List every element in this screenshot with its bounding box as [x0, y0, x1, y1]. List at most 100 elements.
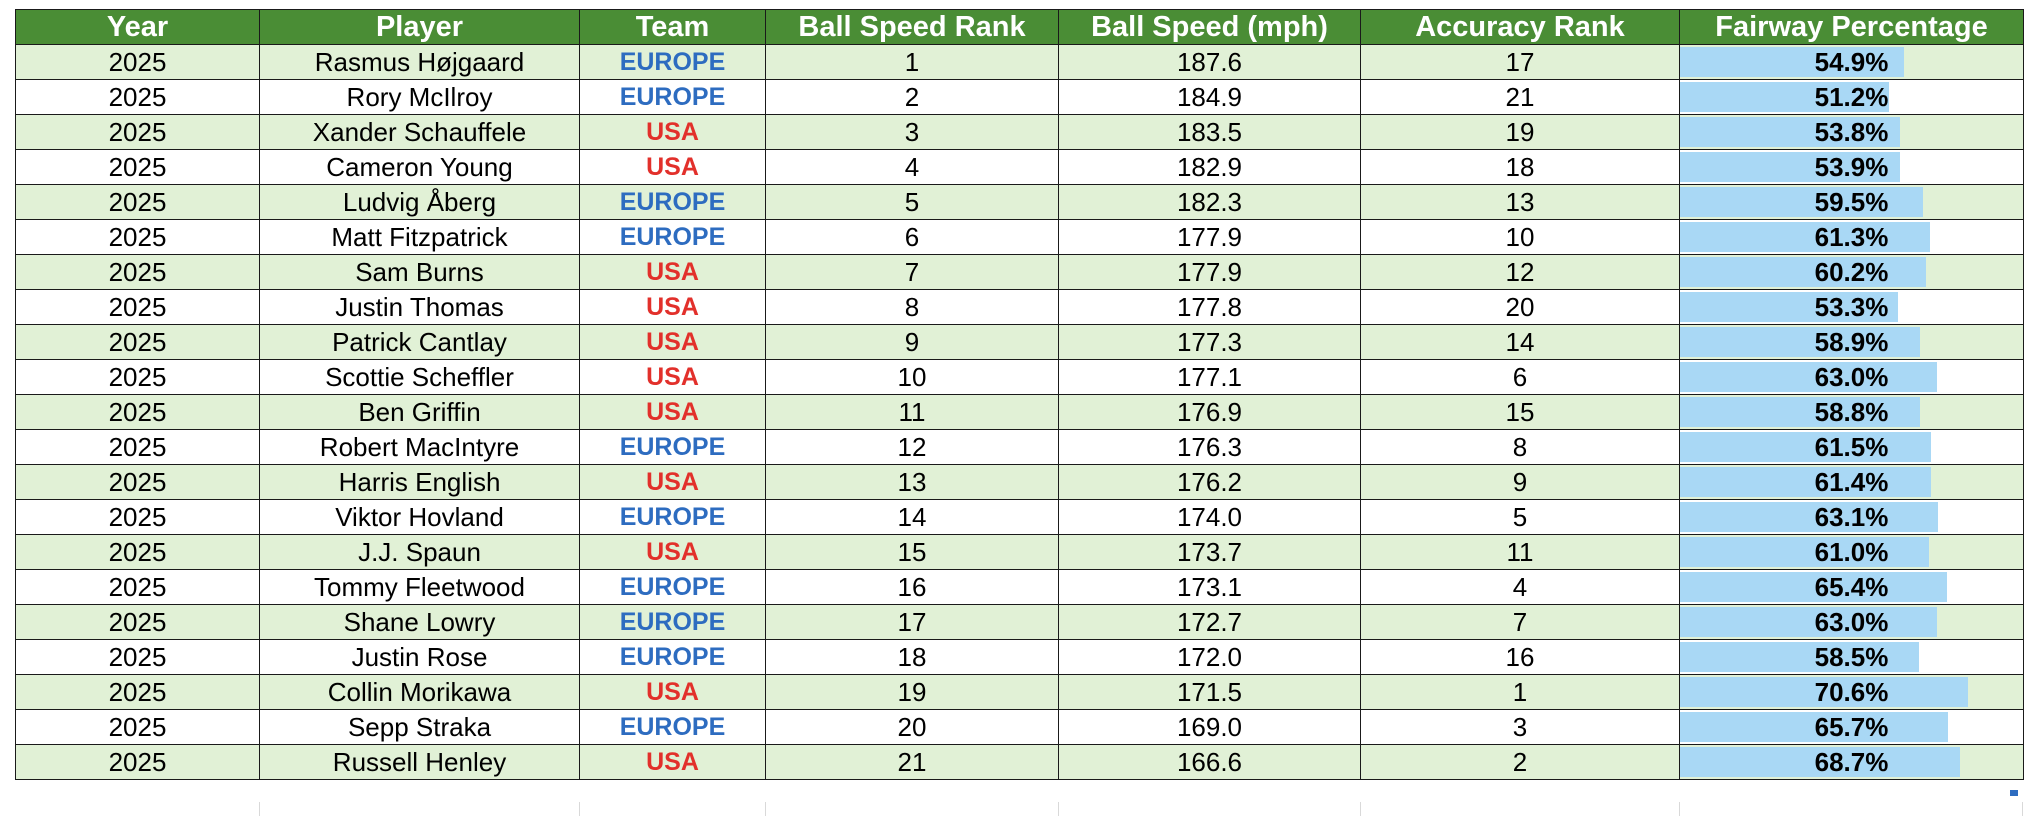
cell-fairway-percentage[interactable]: 63.1%	[1679, 499, 2024, 535]
cell-ball-speed[interactable]: 176.3	[1058, 429, 1361, 465]
cell-fairway-percentage[interactable]: 70.6%	[1679, 674, 2024, 710]
cell-ball-speed[interactable]: 174.0	[1058, 499, 1361, 535]
cell-fairway-percentage[interactable]: 65.4%	[1679, 569, 2024, 605]
cell-ball-speed[interactable]: 177.9	[1058, 254, 1361, 290]
cell-player[interactable]: Sepp Straka	[259, 709, 580, 745]
cell-accuracy-rank[interactable]: 19	[1360, 114, 1680, 150]
cell-player[interactable]: Russell Henley	[259, 744, 580, 780]
cell-year[interactable]: 2025	[15, 79, 260, 115]
cell-year[interactable]: 2025	[15, 359, 260, 395]
cell-accuracy-rank[interactable]: 7	[1360, 604, 1680, 640]
cell-player[interactable]: Ben Griffin	[259, 394, 580, 430]
cell-ball-speed[interactable]: 177.1	[1058, 359, 1361, 395]
header-player[interactable]: Player	[259, 9, 580, 45]
cell-ball-speed[interactable]: 183.5	[1058, 114, 1361, 150]
header-fairway-percentage[interactable]: Fairway Percentage	[1679, 9, 2024, 45]
cell-year[interactable]: 2025	[15, 44, 260, 80]
cell-ball-speed[interactable]: 169.0	[1058, 709, 1361, 745]
cell-ball-speed-rank[interactable]: 5	[765, 184, 1059, 220]
cell-ball-speed-rank[interactable]: 17	[765, 604, 1059, 640]
cell-fairway-percentage[interactable]: 68.7%	[1679, 744, 2024, 780]
cell-fairway-percentage[interactable]: 65.7%	[1679, 709, 2024, 745]
cell-fairway-percentage[interactable]: 58.9%	[1679, 324, 2024, 360]
cell-player[interactable]: Matt Fitzpatrick	[259, 219, 580, 255]
cell-ball-speed[interactable]: 166.6	[1058, 744, 1361, 780]
cell-player[interactable]: Rory McIlroy	[259, 79, 580, 115]
cell-player[interactable]: Cameron Young	[259, 149, 580, 185]
cell-player[interactable]: Collin Morikawa	[259, 674, 580, 710]
cell-accuracy-rank[interactable]: 10	[1360, 219, 1680, 255]
cell-ball-speed-rank[interactable]: 4	[765, 149, 1059, 185]
cell-ball-speed-rank[interactable]: 2	[765, 79, 1059, 115]
cell-fairway-percentage[interactable]: 53.8%	[1679, 114, 2024, 150]
cell-ball-speed-rank[interactable]: 13	[765, 464, 1059, 500]
cell-year[interactable]: 2025	[15, 709, 260, 745]
cell-ball-speed[interactable]: 173.7	[1058, 534, 1361, 570]
cell-ball-speed[interactable]: 172.0	[1058, 639, 1361, 675]
cell-team[interactable]: USA	[579, 534, 766, 570]
cell-year[interactable]: 2025	[15, 674, 260, 710]
cell-accuracy-rank[interactable]: 18	[1360, 149, 1680, 185]
cell-year[interactable]: 2025	[15, 184, 260, 220]
cell-player[interactable]: J.J. Spaun	[259, 534, 580, 570]
header-team[interactable]: Team	[579, 9, 766, 45]
cell-fairway-percentage[interactable]: 61.3%	[1679, 219, 2024, 255]
cell-accuracy-rank[interactable]: 21	[1360, 79, 1680, 115]
cell-team[interactable]: USA	[579, 464, 766, 500]
cell-player[interactable]: Xander Schauffele	[259, 114, 580, 150]
cell-accuracy-rank[interactable]: 5	[1360, 499, 1680, 535]
header-year[interactable]: Year	[15, 9, 260, 45]
cell-ball-speed-rank[interactable]: 3	[765, 114, 1059, 150]
cell-year[interactable]: 2025	[15, 149, 260, 185]
cell-team[interactable]: USA	[579, 359, 766, 395]
cell-ball-speed[interactable]: 173.1	[1058, 569, 1361, 605]
cell-ball-speed-rank[interactable]: 10	[765, 359, 1059, 395]
cell-ball-speed-rank[interactable]: 21	[765, 744, 1059, 780]
cell-team[interactable]: EUROPE	[579, 499, 766, 535]
cell-team[interactable]: USA	[579, 114, 766, 150]
cell-ball-speed-rank[interactable]: 9	[765, 324, 1059, 360]
cell-ball-speed[interactable]: 171.5	[1058, 674, 1361, 710]
cell-player[interactable]: Justin Rose	[259, 639, 580, 675]
cell-player[interactable]: Justin Thomas	[259, 289, 580, 325]
cell-team[interactable]: USA	[579, 674, 766, 710]
cell-ball-speed-rank[interactable]: 1	[765, 44, 1059, 80]
cell-fairway-percentage[interactable]: 61.5%	[1679, 429, 2024, 465]
cell-player[interactable]: Harris English	[259, 464, 580, 500]
cell-player[interactable]: Viktor Hovland	[259, 499, 580, 535]
cell-team[interactable]: USA	[579, 289, 766, 325]
cell-year[interactable]: 2025	[15, 639, 260, 675]
cell-player[interactable]: Scottie Scheffler	[259, 359, 580, 395]
cell-accuracy-rank[interactable]: 13	[1360, 184, 1680, 220]
header-ball-speed[interactable]: Ball Speed (mph)	[1058, 9, 1361, 45]
cell-year[interactable]: 2025	[15, 289, 260, 325]
cell-team[interactable]: EUROPE	[579, 184, 766, 220]
cell-team[interactable]: EUROPE	[579, 219, 766, 255]
cell-fairway-percentage[interactable]: 63.0%	[1679, 359, 2024, 395]
cell-fairway-percentage[interactable]: 53.9%	[1679, 149, 2024, 185]
cell-team[interactable]: USA	[579, 254, 766, 290]
cell-year[interactable]: 2025	[15, 499, 260, 535]
cell-fairway-percentage[interactable]: 54.9%	[1679, 44, 2024, 80]
header-ball-speed-rank[interactable]: Ball Speed Rank	[765, 9, 1059, 45]
cell-player[interactable]: Shane Lowry	[259, 604, 580, 640]
cell-player[interactable]: Patrick Cantlay	[259, 324, 580, 360]
cell-accuracy-rank[interactable]: 1	[1360, 674, 1680, 710]
cell-accuracy-rank[interactable]: 14	[1360, 324, 1680, 360]
cell-ball-speed[interactable]: 177.9	[1058, 219, 1361, 255]
cell-year[interactable]: 2025	[15, 534, 260, 570]
cell-team[interactable]: EUROPE	[579, 569, 766, 605]
cell-accuracy-rank[interactable]: 11	[1360, 534, 1680, 570]
cell-team[interactable]: EUROPE	[579, 79, 766, 115]
cell-year[interactable]: 2025	[15, 569, 260, 605]
cell-player[interactable]: Ludvig Åberg	[259, 184, 580, 220]
cell-year[interactable]: 2025	[15, 744, 260, 780]
cell-team[interactable]: USA	[579, 149, 766, 185]
cell-ball-speed-rank[interactable]: 8	[765, 289, 1059, 325]
cell-ball-speed[interactable]: 172.7	[1058, 604, 1361, 640]
cell-ball-speed-rank[interactable]: 18	[765, 639, 1059, 675]
cell-player[interactable]: Robert MacIntyre	[259, 429, 580, 465]
cell-fairway-percentage[interactable]: 51.2%	[1679, 79, 2024, 115]
cell-team[interactable]: USA	[579, 394, 766, 430]
cell-accuracy-rank[interactable]: 20	[1360, 289, 1680, 325]
